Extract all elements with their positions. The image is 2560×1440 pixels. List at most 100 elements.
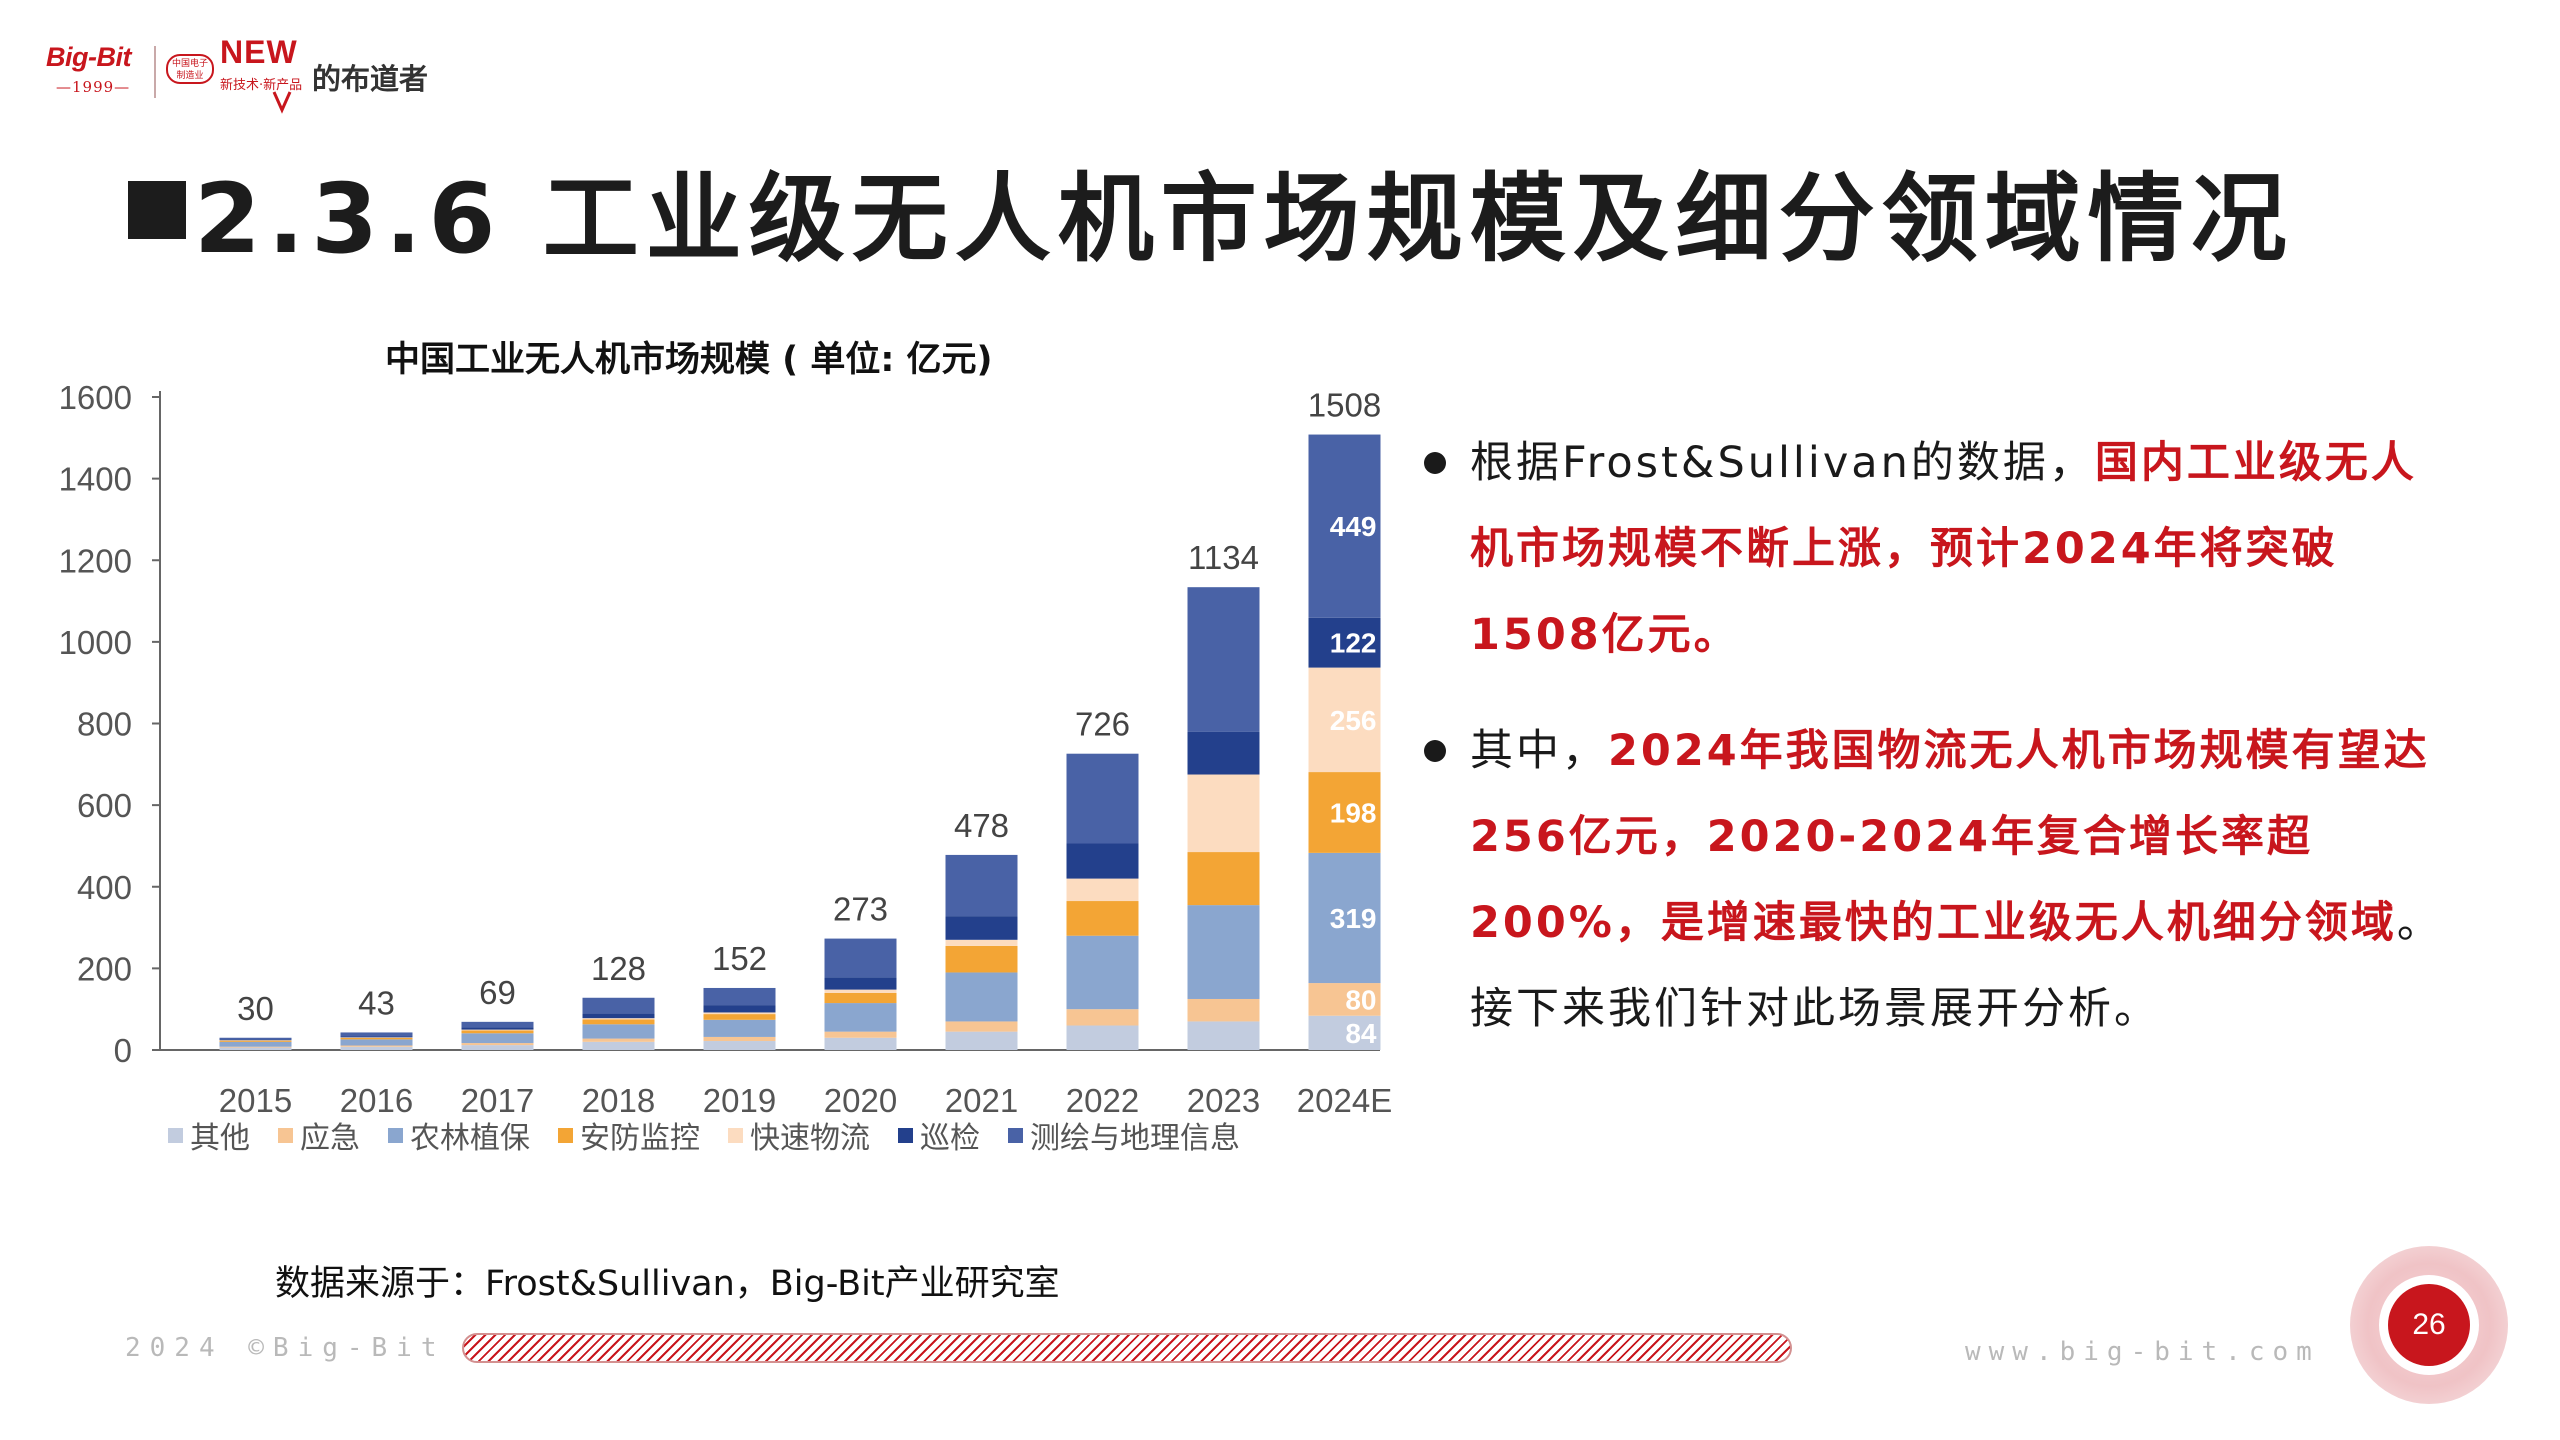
x-tick-label: 2017 bbox=[461, 1082, 534, 1119]
bar-segment bbox=[582, 1024, 655, 1039]
bar-segment bbox=[1308, 1015, 1381, 1050]
bar-segment bbox=[219, 1047, 292, 1050]
logo-year-text: —1999— bbox=[56, 78, 131, 96]
bar-segment bbox=[219, 1040, 292, 1042]
bar-segment bbox=[582, 1041, 655, 1050]
bar-segment bbox=[1308, 852, 1381, 984]
page-number: 26 bbox=[2388, 1284, 2470, 1366]
bar-segment bbox=[1308, 772, 1381, 853]
bar-segment bbox=[703, 1019, 776, 1037]
legend-label: 测绘与地理信息 bbox=[1030, 1121, 1240, 1156]
bar-total-label: 273 bbox=[833, 891, 888, 928]
bar-segment-label: 84 bbox=[1345, 1018, 1377, 1049]
bullet-text: 其中，2024年我国物流无人机市场规模有望达256亿元，2020-2024年复合… bbox=[1470, 708, 2460, 1052]
bullet-item: 其中，2024年我国物流无人机市场规模有望达256亿元，2020-2024年复合… bbox=[1420, 708, 2460, 1052]
bar-segment bbox=[1187, 905, 1260, 999]
bar-segment bbox=[1187, 998, 1260, 1022]
bar-segment bbox=[461, 1045, 534, 1050]
y-tick-label: 0 bbox=[114, 1032, 132, 1069]
x-tick-label: 2016 bbox=[340, 1082, 413, 1119]
logo-brand-cn: 的布道者 bbox=[312, 62, 429, 96]
bar-segment bbox=[945, 939, 1018, 946]
x-tick-label: 2021 bbox=[945, 1082, 1018, 1119]
bar-segment bbox=[461, 1030, 534, 1034]
bar-segment bbox=[582, 1019, 655, 1025]
bar-segment bbox=[1187, 774, 1260, 853]
bar-segment-label: 449 bbox=[1330, 511, 1377, 542]
bar-segment bbox=[1066, 878, 1139, 902]
bar-segment bbox=[824, 977, 897, 990]
bar-segment bbox=[824, 1031, 897, 1038]
bar-segment bbox=[1308, 617, 1381, 668]
y-tick-label: 1000 bbox=[59, 624, 132, 661]
bar-segment bbox=[1066, 753, 1139, 844]
title-square-icon bbox=[128, 181, 186, 239]
bullet-list: 根据Frost&Sullivan的数据，国内工业级无人机市场规模不断上涨，预计2… bbox=[1420, 420, 2460, 1082]
x-tick-label: 2018 bbox=[582, 1082, 655, 1119]
bar-segment bbox=[945, 1021, 1018, 1032]
bar-total-label: 43 bbox=[358, 984, 395, 1021]
bar-segment-label: 122 bbox=[1330, 628, 1377, 659]
bar-segment-label: 198 bbox=[1330, 797, 1377, 828]
bar-segment bbox=[1308, 983, 1381, 1016]
bullet-plain-text: 其中， bbox=[1470, 726, 1608, 776]
bullet-dot-icon bbox=[1424, 452, 1446, 474]
brand-logo: Big-Bit —1999— 中国电子制造业 NEW 新技术·新产品 的布道者 bbox=[40, 30, 460, 120]
bar-segment bbox=[219, 1041, 292, 1047]
bar-segment bbox=[703, 1012, 776, 1015]
bar-segment bbox=[824, 989, 897, 993]
logo-bigbit-text: Big-Bit bbox=[46, 42, 131, 72]
legend-swatch bbox=[1008, 1128, 1023, 1143]
bar-segment bbox=[945, 1031, 1018, 1050]
bar-segment bbox=[703, 1036, 776, 1042]
legend-swatch bbox=[898, 1128, 913, 1143]
y-tick-label: 1600 bbox=[59, 379, 132, 416]
bar-segment bbox=[945, 854, 1018, 917]
bullet-item: 根据Frost&Sullivan的数据，国内工业级无人机市场规模不断上涨，预计2… bbox=[1420, 420, 2460, 678]
bar-segment bbox=[1066, 935, 1139, 1010]
bullet-highlight-text: 国内工业级无人机市场规模不断上涨，预计2024年将突破1508亿元。 bbox=[1470, 438, 2417, 660]
bar-total-label: 128 bbox=[591, 950, 646, 987]
bar-segment bbox=[340, 1039, 413, 1046]
legend-label: 安防监控 bbox=[580, 1121, 700, 1156]
bar-segment bbox=[703, 1041, 776, 1050]
x-tick-label: 2023 bbox=[1187, 1082, 1260, 1119]
bar-segment bbox=[945, 945, 1018, 973]
page-title-row: 2.3.6 工业级无人机市场规模及细分领域情况 bbox=[128, 150, 2294, 275]
legend-label: 其他 bbox=[190, 1121, 250, 1156]
bar-segment bbox=[461, 1029, 534, 1031]
bar-segment bbox=[1187, 852, 1260, 906]
bar-segment bbox=[1066, 1025, 1139, 1050]
bar-segment bbox=[703, 1014, 776, 1020]
bar-segment bbox=[340, 1032, 413, 1037]
legend-swatch bbox=[558, 1128, 573, 1143]
footer-copyright: 2024 ©Big-Bit bbox=[125, 1333, 446, 1363]
page-title: 2.3.6 工业级无人机市场规模及细分领域情况 bbox=[194, 162, 2294, 275]
y-tick-label: 600 bbox=[77, 787, 132, 824]
logo-badge: 中国电子制造业 bbox=[166, 54, 214, 84]
logo-subtitle: 新技术·新产品 bbox=[220, 78, 303, 93]
bar-segment bbox=[824, 992, 897, 1004]
logo-divider bbox=[154, 46, 156, 98]
bullet-dot-icon bbox=[1424, 740, 1446, 762]
bar-total-label: 1508 bbox=[1308, 387, 1381, 424]
bar-segment bbox=[1066, 901, 1139, 936]
x-tick-label: 2019 bbox=[703, 1082, 776, 1119]
bar-segment bbox=[461, 1033, 534, 1044]
bar-segment bbox=[945, 972, 1018, 1022]
bar-segment bbox=[703, 1005, 776, 1013]
chart-canvas: 中国工业无人机市场规模 ( 单位: 亿元) 0 200 400 600 800 1000 12… bbox=[59, 340, 1393, 1156]
bullet-plain-text: 根据Frost&Sullivan的数据， bbox=[1470, 438, 2095, 488]
bar-total-label: 478 bbox=[954, 807, 1009, 844]
bar-segment bbox=[582, 997, 655, 1014]
bar-segment-label: 319 bbox=[1330, 903, 1377, 934]
legend-label: 农林植保 bbox=[410, 1121, 530, 1156]
bar-segment bbox=[1187, 1021, 1260, 1050]
y-tick-label: 200 bbox=[77, 950, 132, 987]
bar-segment-label: 256 bbox=[1330, 705, 1377, 736]
legend-swatch bbox=[388, 1128, 403, 1143]
bullet-highlight-text: 2024年我国物流无人机市场规模有望达256亿元，2020-2024年复合增长率… bbox=[1470, 726, 2430, 948]
legend-swatch bbox=[168, 1128, 183, 1143]
x-tick-label: 2024E bbox=[1297, 1082, 1392, 1119]
bar-segment bbox=[461, 1021, 534, 1028]
